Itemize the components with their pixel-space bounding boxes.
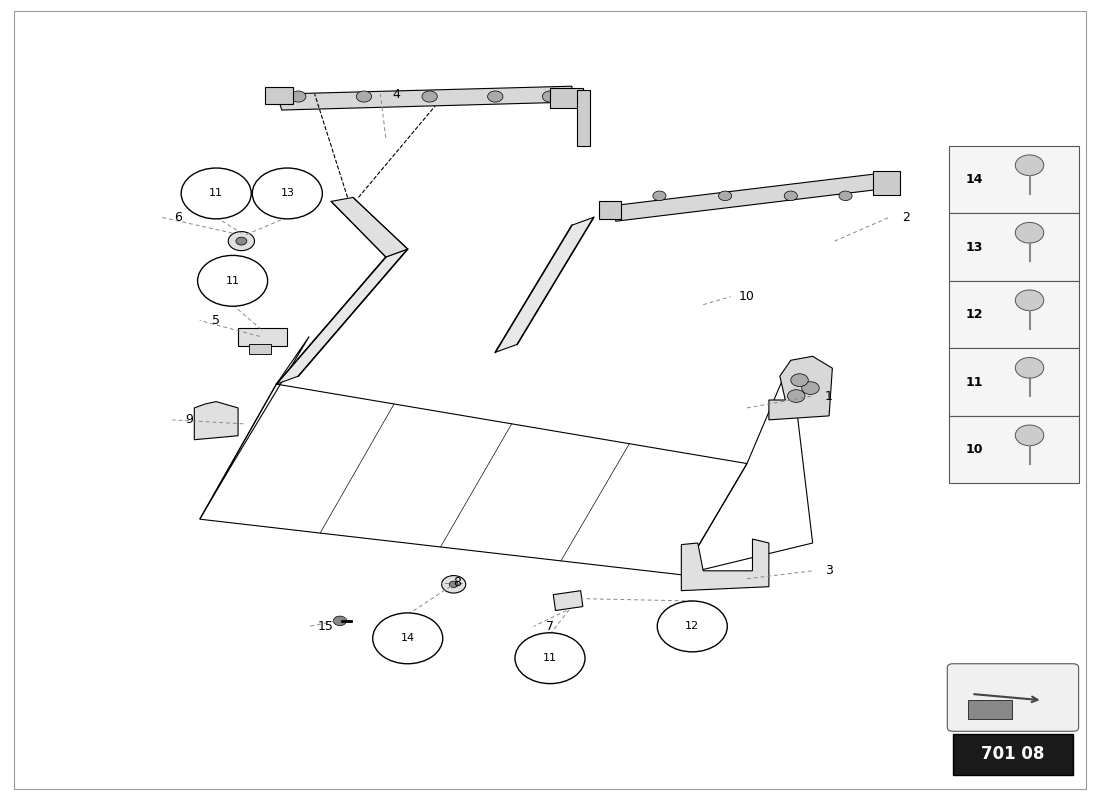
Text: 8: 8	[453, 576, 461, 590]
Polygon shape	[616, 174, 878, 222]
Text: 9: 9	[185, 414, 192, 426]
Text: 7: 7	[546, 620, 554, 633]
Circle shape	[658, 601, 727, 652]
Circle shape	[802, 382, 820, 394]
Polygon shape	[331, 198, 408, 257]
Circle shape	[791, 374, 808, 386]
Circle shape	[373, 613, 442, 664]
Text: 3: 3	[825, 564, 833, 578]
Circle shape	[228, 231, 254, 250]
FancyBboxPatch shape	[949, 416, 1079, 483]
Circle shape	[198, 255, 267, 306]
Text: 10: 10	[966, 443, 983, 456]
Polygon shape	[276, 249, 408, 384]
Text: 1: 1	[825, 390, 833, 402]
Text: 12: 12	[966, 308, 983, 321]
Text: 12: 12	[685, 622, 700, 631]
Bar	[238, 329, 287, 346]
Bar	[249, 344, 271, 354]
Circle shape	[788, 390, 805, 402]
Text: 11: 11	[209, 189, 223, 198]
Text: 11: 11	[543, 653, 557, 663]
Circle shape	[839, 191, 853, 201]
Circle shape	[542, 91, 558, 102]
Bar	[600, 202, 621, 219]
Text: 15: 15	[318, 620, 333, 633]
Bar	[578, 90, 591, 146]
Text: 6: 6	[174, 210, 182, 224]
Circle shape	[252, 168, 322, 219]
Text: 11: 11	[226, 276, 240, 286]
Bar	[550, 88, 583, 108]
Polygon shape	[495, 218, 594, 352]
Circle shape	[182, 168, 251, 219]
Circle shape	[449, 581, 458, 587]
Circle shape	[784, 191, 798, 201]
Text: 11: 11	[966, 376, 983, 389]
Polygon shape	[769, 356, 833, 420]
Bar	[873, 171, 900, 195]
FancyBboxPatch shape	[949, 348, 1079, 416]
Circle shape	[356, 91, 372, 102]
FancyBboxPatch shape	[949, 146, 1079, 214]
Text: 14: 14	[400, 634, 415, 643]
Text: 701 08: 701 08	[981, 746, 1045, 763]
Circle shape	[441, 575, 465, 593]
FancyBboxPatch shape	[949, 281, 1079, 348]
Bar	[265, 87, 293, 105]
Circle shape	[1015, 425, 1044, 446]
Circle shape	[1015, 290, 1044, 310]
Circle shape	[290, 91, 306, 102]
Text: 2: 2	[902, 210, 910, 224]
Polygon shape	[276, 86, 572, 110]
Text: 10: 10	[739, 290, 755, 303]
FancyBboxPatch shape	[949, 214, 1079, 281]
Text: 13: 13	[966, 241, 983, 254]
Text: 14: 14	[966, 173, 983, 186]
Text: 5: 5	[212, 314, 220, 327]
FancyBboxPatch shape	[947, 664, 1079, 731]
Circle shape	[718, 191, 732, 201]
Circle shape	[422, 91, 438, 102]
Circle shape	[235, 237, 246, 245]
Polygon shape	[553, 590, 583, 610]
Circle shape	[1015, 358, 1044, 378]
Polygon shape	[195, 402, 238, 440]
FancyBboxPatch shape	[953, 734, 1074, 775]
Polygon shape	[681, 539, 769, 590]
Circle shape	[487, 91, 503, 102]
Circle shape	[1015, 155, 1044, 175]
Circle shape	[653, 191, 666, 201]
Circle shape	[515, 633, 585, 684]
Text: 4: 4	[393, 88, 400, 101]
Circle shape	[333, 616, 346, 626]
FancyBboxPatch shape	[968, 699, 1012, 719]
Text: 13: 13	[280, 189, 295, 198]
Circle shape	[1015, 222, 1044, 243]
